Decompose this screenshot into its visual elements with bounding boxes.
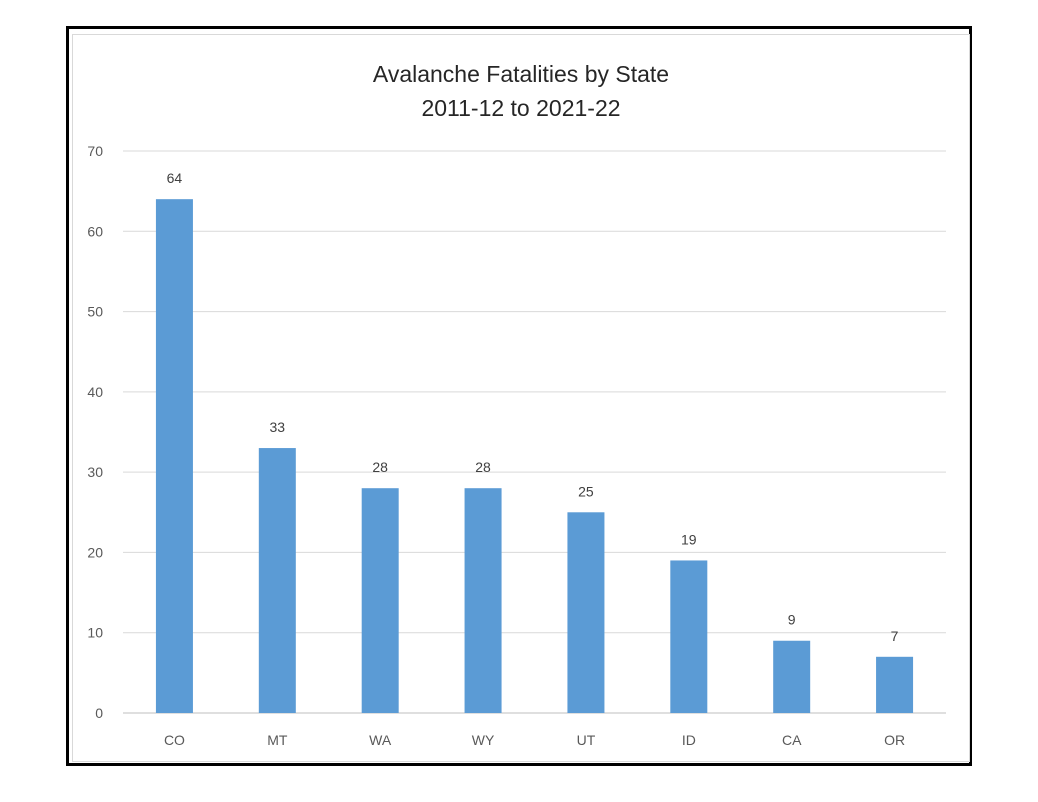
y-tick-label: 50	[87, 304, 103, 320]
x-tick-label-wy: WY	[472, 732, 495, 748]
chart-frame	[66, 26, 972, 766]
bar-mt	[258, 448, 296, 713]
data-label-ut: 25	[578, 483, 594, 499]
y-tick-label: 60	[87, 223, 103, 239]
y-axis: 0 10 20 30 40 50 60 70	[87, 143, 103, 721]
y-tick-label: 20	[87, 544, 103, 560]
x-axis: CO MT WA WY UT ID CA OR	[164, 732, 905, 748]
y-tick-label: 30	[87, 464, 103, 480]
data-label-co: 64	[167, 170, 183, 186]
bars	[155, 199, 914, 713]
chart-title-line-2: 2011-12 to 2021-22	[421, 95, 621, 121]
bar-ut	[567, 512, 605, 713]
bar-wy	[464, 488, 502, 713]
y-tick-label: 70	[87, 143, 103, 159]
x-tick-label-wa: WA	[369, 732, 392, 748]
chart-title-line-1: Avalanche Fatalities by State	[372, 61, 670, 87]
data-label-wa: 28	[372, 459, 388, 475]
data-label-wy: 28	[475, 459, 491, 475]
chart-title: Avalanche Fatalities by State 2011-12 to…	[72, 57, 970, 125]
x-tick-label-or: OR	[884, 732, 905, 748]
y-tick-label: 10	[87, 625, 103, 641]
data-labels: 64 33 28 28 25 19 9 7	[167, 170, 899, 644]
bar-ca	[773, 640, 811, 713]
y-tick-label: 0	[95, 705, 103, 721]
bar-or	[876, 656, 914, 713]
x-tick-label-co: CO	[164, 732, 185, 748]
x-tick-label-ut: UT	[577, 732, 596, 748]
x-tick-label-mt: MT	[267, 732, 288, 748]
x-tick-label-id: ID	[682, 732, 696, 748]
data-label-id: 19	[681, 531, 697, 547]
data-label-mt: 33	[270, 419, 286, 435]
data-label-ca: 9	[788, 612, 796, 628]
bar-co	[155, 199, 193, 713]
chart-area	[72, 34, 970, 762]
bar-wa	[361, 488, 399, 713]
gridlines	[123, 150, 946, 714]
x-tick-label-ca: CA	[782, 732, 802, 748]
bar-id	[670, 560, 708, 713]
y-tick-label: 40	[87, 384, 103, 400]
data-label-or: 7	[891, 628, 899, 644]
